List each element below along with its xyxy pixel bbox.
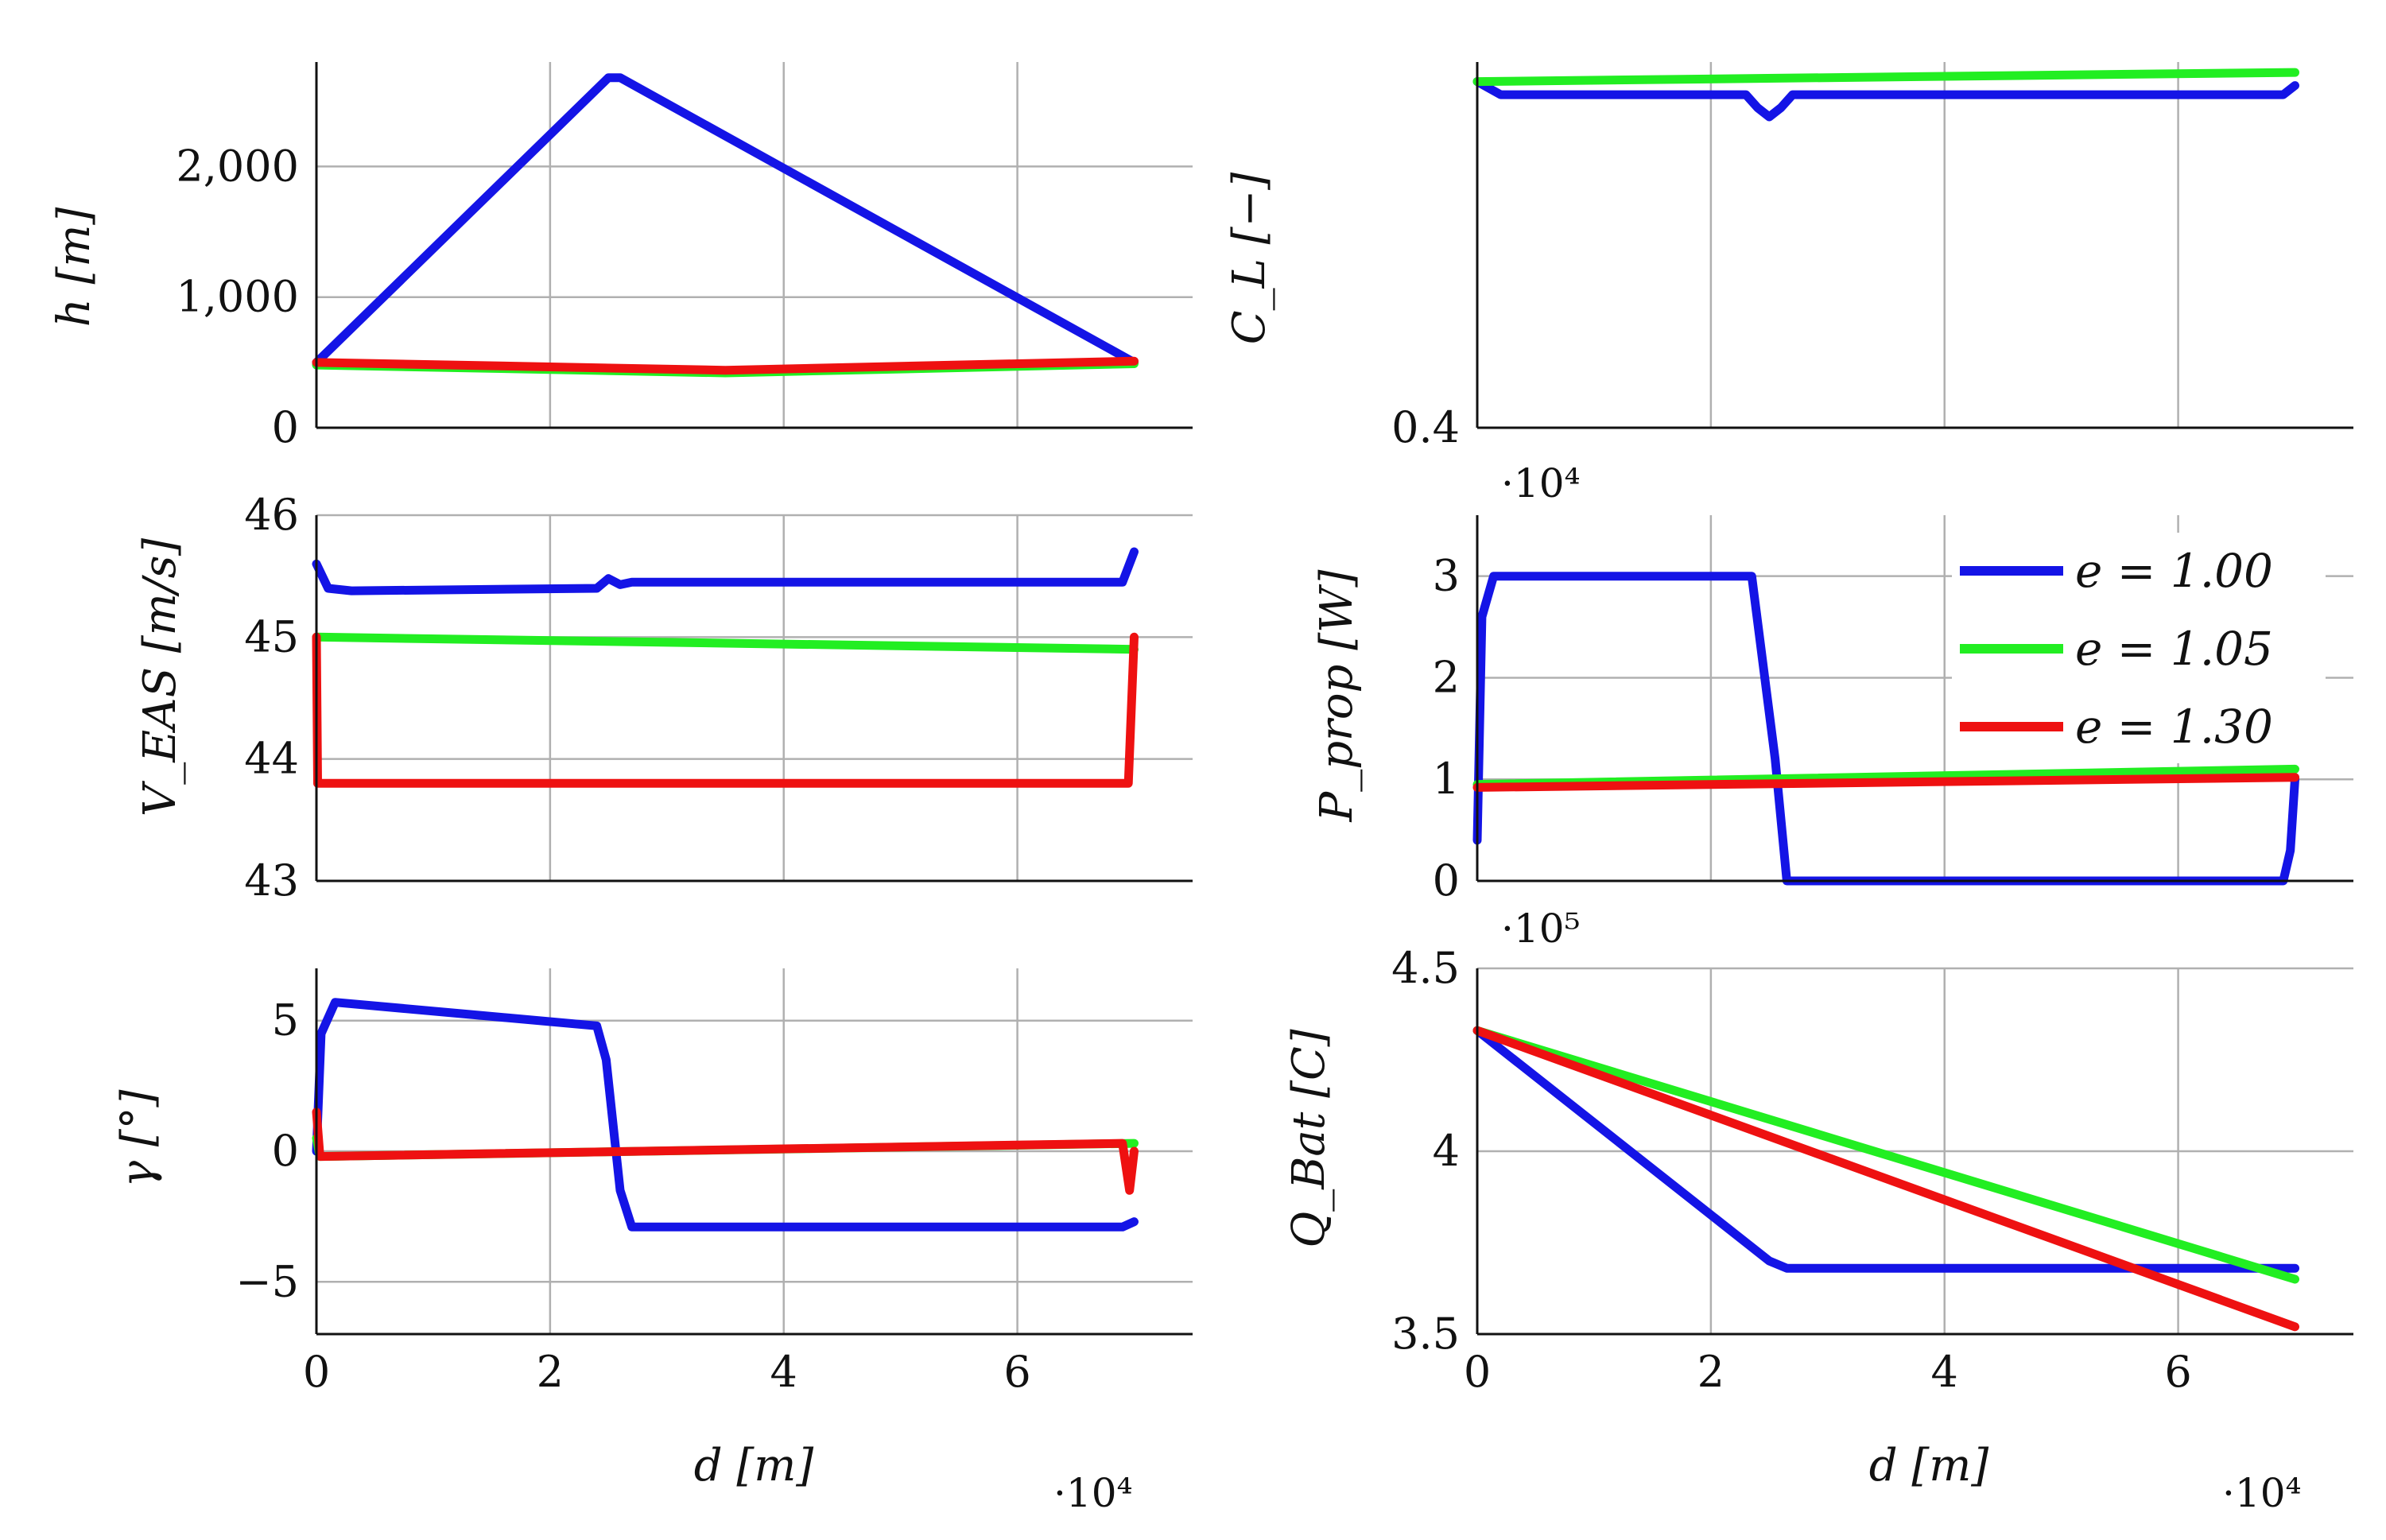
ylabel-pprop: P_prop [W] xyxy=(1311,569,1363,822)
xtick-label: 2 xyxy=(537,1347,564,1397)
xlabel-left: d [m] xyxy=(694,1440,814,1492)
ytick-label: 3.5 xyxy=(1391,1309,1460,1359)
ytick-label: −5 xyxy=(235,1256,299,1306)
xtick-label: 0 xyxy=(1464,1347,1491,1397)
ytick-label: 0 xyxy=(272,402,299,452)
legend-label-e100: e = 1.00 xyxy=(2075,544,2273,598)
panel-qbat: 3.5 4 4.5 0 2 4 6 xyxy=(1391,943,2353,1397)
ytick-label: 2,000 xyxy=(176,141,299,191)
y-sci-pprop: ·10⁴ xyxy=(1501,460,1581,506)
ytick-label: 1,000 xyxy=(176,272,299,322)
xtick-label: 2 xyxy=(1697,1347,1725,1397)
xtick-label: 4 xyxy=(1931,1347,1958,1397)
xtick-label: 6 xyxy=(1003,1347,1030,1397)
ytick-label: 1 xyxy=(1433,754,1460,804)
x-sci-right: ·10⁴ xyxy=(2222,1470,2302,1516)
ylabel-cl: C_L [−] xyxy=(1224,173,1275,345)
legend-label-e130: e = 1.30 xyxy=(2075,700,2273,754)
ytick-label: 43 xyxy=(244,855,299,906)
ytick-label: 0 xyxy=(1433,855,1460,906)
ylabel-qbat: Q_Bat [C] xyxy=(1283,1029,1335,1247)
series-e130-line xyxy=(312,356,1139,375)
series-e130-line xyxy=(312,1107,1139,1195)
ylabel-veas: V_EAS [m/s] xyxy=(134,538,186,817)
ytick-label: 0.4 xyxy=(1391,402,1460,452)
x-sci-left: ·10⁴ xyxy=(1053,1470,1133,1516)
xlabel-right: d [m] xyxy=(1869,1440,1989,1492)
series-e100-line xyxy=(312,73,1139,367)
legend: e = 1.00 e = 1.05 e = 1.30 xyxy=(1952,533,2326,763)
ytick-label: 2 xyxy=(1433,652,1460,702)
ytick-label: 46 xyxy=(244,490,299,540)
series-e100-line xyxy=(1472,572,2299,886)
ytick-label: 44 xyxy=(244,734,299,784)
panel-h: 0 1,000 2,000 xyxy=(176,62,1193,452)
series-e130-line xyxy=(312,632,1139,788)
ytick-label: 4 xyxy=(1433,1126,1460,1176)
series-e105-line xyxy=(312,632,1139,654)
ylabel-gamma: γ [°] xyxy=(112,1089,164,1187)
legend-label-e105: e = 1.05 xyxy=(2075,622,2273,676)
ytick-label: 0 xyxy=(272,1126,299,1176)
xtick-label: 0 xyxy=(303,1347,330,1397)
series-e100-line xyxy=(1472,1026,2299,1273)
series-e100-line xyxy=(312,547,1139,595)
xtick-label: 6 xyxy=(2164,1347,2191,1397)
xtick-label: 4 xyxy=(770,1347,797,1397)
y-sci-qbat: ·10⁵ xyxy=(1501,906,1581,952)
panel-veas: 43 44 45 46 xyxy=(244,490,1193,906)
ytick-label: 45 xyxy=(244,611,299,661)
series-e100-line xyxy=(312,998,1139,1232)
series-e130-line xyxy=(1472,1026,2299,1332)
ytick-label: 4.5 xyxy=(1391,943,1460,993)
ylabel-h: h [m] xyxy=(48,208,100,328)
series-e130-line xyxy=(1472,773,2299,792)
panel-cl: 0.40.45 xyxy=(1391,62,2353,452)
ytick-label: 5 xyxy=(272,995,299,1045)
series-e105-line xyxy=(1472,68,2299,87)
series-e105-line xyxy=(1472,1026,2299,1284)
series-e100-line xyxy=(1472,77,2299,122)
ytick-label: 3 xyxy=(1433,551,1460,601)
